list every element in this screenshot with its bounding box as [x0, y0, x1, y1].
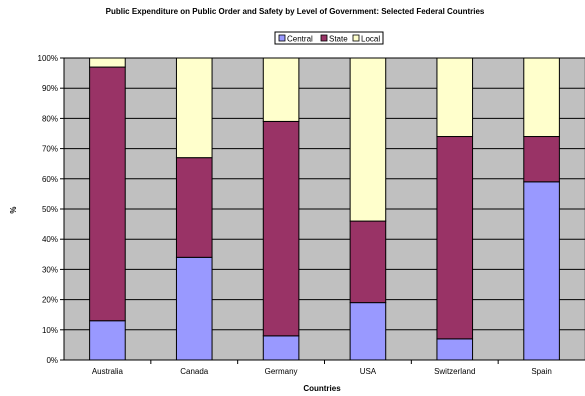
- x-tick-label: Australia: [92, 367, 124, 376]
- y-tick-label: 20%: [42, 296, 58, 305]
- bar-segment-local-switzerland: [436, 57, 474, 138]
- bar-segment-local-usa: [349, 57, 387, 222]
- bar-segment-local-australia: [89, 57, 126, 68]
- bar-segment-central-canada: [175, 256, 213, 361]
- y-tick-label: 90%: [42, 84, 58, 93]
- y-axis-ticks: 0% 10% 20% 30% 40% 50% 60% 70% 80% 90% 100%: [38, 54, 64, 365]
- legend-swatch-state: [320, 34, 328, 42]
- y-tick-label: 10%: [42, 326, 58, 335]
- gridlines: [64, 57, 585, 331]
- x-axis-ticks: Australia Canada Germany USA Switzerland Spai…: [92, 360, 552, 376]
- x-tick-label: Germany: [265, 367, 298, 376]
- bar-segment-central-usa: [349, 302, 387, 361]
- bar-segment-central-australia: [89, 320, 126, 361]
- y-axis-title: %: [9, 206, 18, 213]
- y-tick-label: 30%: [42, 265, 58, 274]
- bar-segment-local-spain: [523, 57, 560, 138]
- bar-segment-local-germany: [262, 57, 300, 122]
- legend-label-local: Local: [361, 35, 380, 44]
- legend-label-state: State: [329, 35, 348, 44]
- y-tick-label: 60%: [42, 175, 58, 184]
- bar-segment-state-germany: [262, 120, 300, 337]
- legend-swatch-local: [352, 34, 360, 42]
- bar-segment-central-switzerland: [436, 338, 474, 361]
- chart-title: Public Expenditure on Public Order and S…: [106, 7, 485, 16]
- x-tick-label: Canada: [180, 367, 209, 376]
- legend: Central State Local: [274, 31, 384, 45]
- y-tick-label: 100%: [38, 54, 58, 63]
- bar-segment-central-spain: [523, 181, 560, 361]
- bar-segment-local-canada: [175, 57, 213, 159]
- legend-label-central: Central: [287, 35, 313, 44]
- bar-segment-state-australia: [89, 66, 126, 322]
- y-tick-label: 70%: [42, 145, 58, 154]
- bar-segment-state-switzerland: [436, 136, 474, 340]
- bar-segment-central-germany: [262, 335, 300, 361]
- bar-segment-state-spain: [523, 136, 560, 183]
- bars: [89, 57, 560, 361]
- bar-segment-state-usa: [349, 220, 387, 304]
- x-tick-label: Spain: [531, 367, 551, 376]
- y-tick-label: 50%: [42, 205, 58, 214]
- legend-swatch-central: [278, 34, 286, 42]
- x-tick-label: USA: [360, 367, 377, 376]
- y-tick-label: 0%: [46, 356, 58, 365]
- x-axis-title: Countries: [303, 384, 341, 393]
- y-tick-label: 40%: [42, 235, 58, 244]
- y-tick-label: 80%: [42, 114, 58, 123]
- bar-segment-state-canada: [175, 157, 213, 258]
- x-tick-label: Switzerland: [434, 367, 475, 376]
